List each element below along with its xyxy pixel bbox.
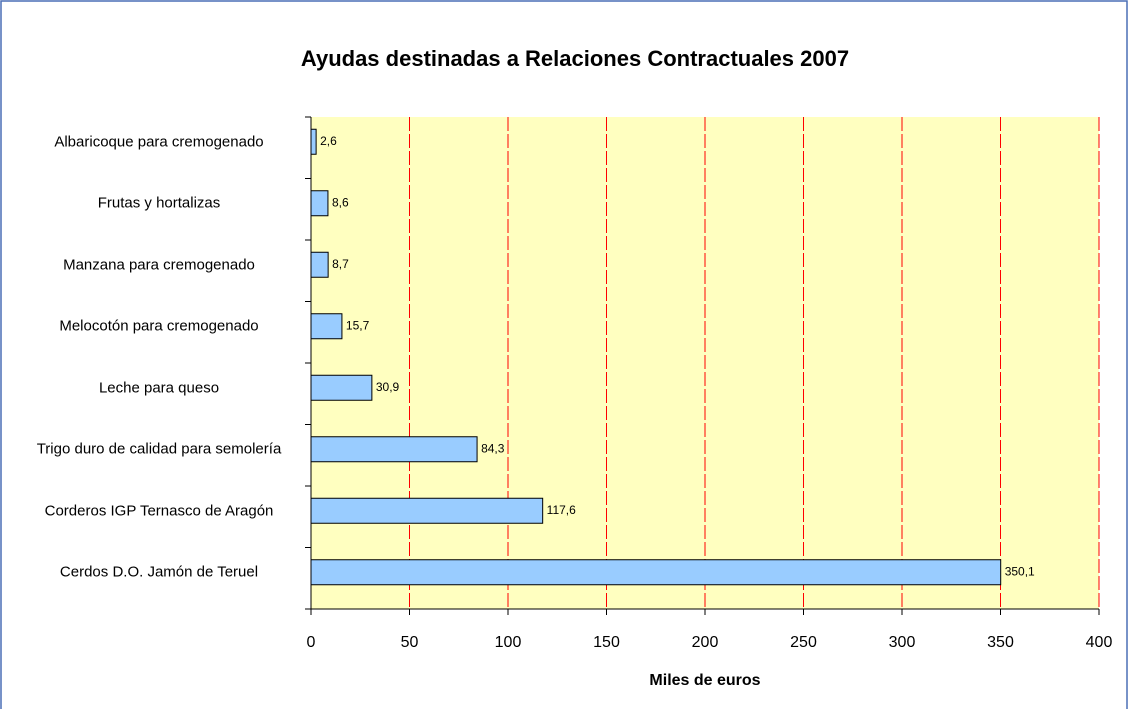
x-tick-label: 350 xyxy=(987,634,1014,651)
data-label: 30,9 xyxy=(376,380,400,394)
bar xyxy=(310,313,343,340)
x-tick-label: 100 xyxy=(495,634,522,651)
chart-title: Ayudas destinadas a Relaciones Contractu… xyxy=(301,46,849,71)
x-tick-label: 50 xyxy=(401,634,419,651)
x-axis-label: Miles de euros xyxy=(649,672,760,689)
y-tick-label: Manzana para cremogenado xyxy=(63,256,255,274)
y-tick-label: Melocotón para cremogenado xyxy=(59,317,259,335)
data-label: 8,6 xyxy=(332,195,349,209)
bar xyxy=(310,251,329,278)
y-tick-label: Leche para queso xyxy=(98,379,220,397)
x-tick-label: 0 xyxy=(307,634,316,651)
x-tick-label: 150 xyxy=(593,634,620,651)
bar xyxy=(310,374,373,401)
y-tick-label: Albaricoque para cremogenado xyxy=(54,133,264,151)
data-label: 2,6 xyxy=(320,134,337,148)
bar xyxy=(310,436,478,463)
x-tick-label: 300 xyxy=(889,634,916,651)
data-label: 117,6 xyxy=(547,503,576,517)
data-label: 350,1 xyxy=(1005,564,1035,578)
y-tick-label: Frutas y hortalizas xyxy=(97,194,221,212)
bar xyxy=(310,128,317,155)
y-tick-label: Corderos IGP Ternasco de Aragón xyxy=(44,502,274,520)
x-tick-label: 200 xyxy=(692,634,719,651)
x-tick-label: 250 xyxy=(790,634,817,651)
data-label: 15,7 xyxy=(346,318,370,332)
y-tick-label: Cerdos D.O. Jamón de Teruel xyxy=(59,563,259,581)
bar xyxy=(310,559,1002,586)
bar xyxy=(310,497,544,524)
data-label: 8,7 xyxy=(332,257,349,271)
x-tick-label: 400 xyxy=(1086,634,1113,651)
data-label: 84,3 xyxy=(481,441,505,455)
y-tick-label: Trigo duro de calidad para semolería xyxy=(36,440,282,458)
bar xyxy=(310,190,329,217)
